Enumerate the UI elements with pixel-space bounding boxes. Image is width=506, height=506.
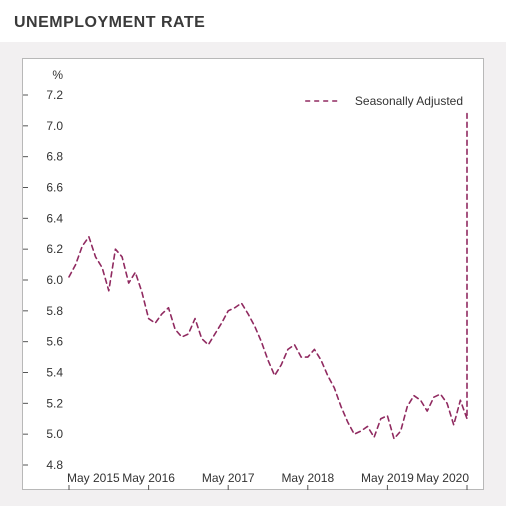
y-tick-label: 6.8 xyxy=(46,150,63,164)
x-tick-label: May 2016 xyxy=(122,471,175,485)
series-line xyxy=(69,114,467,439)
y-tick-label: 5.4 xyxy=(46,366,63,380)
x-tick-label: May 2015 xyxy=(67,471,120,485)
y-tick-label: 5.6 xyxy=(46,335,63,349)
legend-label: Seasonally Adjusted xyxy=(355,94,463,108)
chart-frame: % 4.8 5.0 5.2 5.4 5.6 5.8 6.0 6.2 6.4 6.6 6.8 7.0 7.2… xyxy=(22,58,484,490)
chart-title: UNEMPLOYMENT RATE xyxy=(14,14,205,32)
chart-panel: % 4.8 5.0 5.2 5.4 5.6 5.8 6.0 6.2 6.4 6.6 6.8 7.0 7.2… xyxy=(0,42,506,506)
x-tick-label: May 2018 xyxy=(281,471,334,485)
y-tick-label: 6.0 xyxy=(46,273,63,287)
y-tick-label: 5.8 xyxy=(46,304,63,318)
y-tick-label: 4.8 xyxy=(46,458,63,472)
chart-svg: % 4.8 5.0 5.2 5.4 5.6 5.8 6.0 6.2 6.4 6.6 6.8 7.0 7.2… xyxy=(23,59,485,491)
y-tick-label: 7.0 xyxy=(46,119,63,133)
x-tick-label: May 2020 xyxy=(416,471,469,485)
page-root: UNEMPLOYMENT RATE % 4.8 5.0 5.2 5.4 5.6 5.8 6.0… xyxy=(0,0,506,506)
y-tick-label: 6.4 xyxy=(46,211,63,225)
x-tick-label: May 2017 xyxy=(202,471,255,485)
y-tick-label: 5.0 xyxy=(46,427,63,441)
y-axis-unit: % xyxy=(52,68,63,82)
y-tick-label: 7.2 xyxy=(46,88,63,102)
x-tick-label: May 2019 xyxy=(361,471,414,485)
y-tick-label: 6.2 xyxy=(46,242,63,256)
y-tick-label: 6.6 xyxy=(46,181,63,195)
y-tick-label: 5.2 xyxy=(46,396,63,410)
